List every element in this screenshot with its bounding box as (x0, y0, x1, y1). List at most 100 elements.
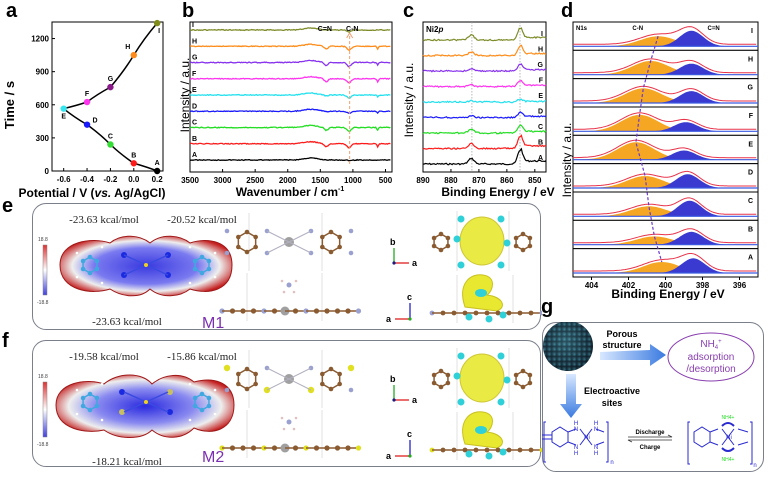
charge-density-cyan-side (499, 311, 507, 319)
chart-d-series-label: F (749, 113, 754, 120)
atom (199, 407, 205, 413)
chart-d-ceqn-peak (573, 258, 758, 273)
chart-b-series-label: A (192, 152, 197, 159)
atom (445, 243, 451, 249)
chart-a-point-F (83, 98, 91, 106)
chart-d-series-label: B (748, 226, 753, 233)
bond (266, 230, 312, 254)
atom (527, 372, 533, 378)
sulfur-atom (119, 409, 125, 415)
chart-d-fit-line (573, 197, 757, 215)
chart-b-annotation-cn: C-N (346, 26, 358, 33)
h-label: H (574, 451, 578, 457)
chart-a-point-E (60, 105, 67, 112)
atom (431, 380, 437, 386)
atom (236, 244, 241, 250)
chart-b-series-label: F (192, 71, 197, 78)
charge-density-cyan-side (485, 452, 493, 460)
chart-b-xtick-label: 2000 (279, 176, 297, 185)
chart-d-series-label: I (751, 28, 753, 35)
hydrogen-atom (188, 281, 192, 285)
atom (320, 371, 325, 377)
chart-c-series-C (422, 124, 547, 135)
chart-a: Time / s Potential / V (vs. Ag/AgCl) -0.… (2, 19, 166, 200)
atom (80, 395, 86, 401)
chart-a-point-I (153, 19, 161, 27)
side-atom (348, 228, 354, 234)
atom (236, 234, 241, 240)
chart-a-curve (62, 22, 158, 172)
charge-density-cyan (457, 398, 465, 406)
charge-density-cyan (497, 352, 505, 360)
nh4-label-top: NH4+ (722, 415, 735, 421)
chart-c-series-label: G (538, 62, 544, 69)
chart-b-series-E (189, 91, 391, 99)
chart-b-series-label: C (192, 120, 197, 127)
atom (80, 266, 86, 272)
atom (513, 372, 519, 378)
ammonium-h (280, 416, 284, 420)
chart-a-ylabel: Time / s (2, 81, 17, 129)
chart-c-series-label: B (538, 140, 543, 147)
hydrogen-atom (188, 245, 192, 249)
side-atom (348, 387, 354, 393)
chart-a-frame (51, 21, 164, 172)
chart-d-xtick-label: 402 (622, 281, 636, 290)
chart-a-point-label: H (125, 44, 130, 51)
atom (320, 244, 325, 250)
chart-d-series-label: G (748, 85, 754, 92)
chart-a-ytick-label: 1200 (31, 35, 49, 44)
discharge-arrow (628, 434, 673, 438)
chart-a-point-label: G (108, 76, 114, 83)
colorbar-e-max: 18.8 (38, 237, 48, 243)
chart-d-xtick-label: 400 (659, 281, 673, 290)
chart-b-series-A (189, 157, 391, 162)
chart-a-xlabel: Potential / V (vs. Ag/AgCl) (19, 186, 166, 200)
energy-label-f-2: -15.86 kcal/mol (167, 351, 237, 363)
axis-label-c: c (407, 429, 412, 439)
atom (250, 445, 257, 451)
chart-c-series-I (422, 27, 547, 42)
atom (328, 249, 334, 255)
charge-density-cyan-side (465, 450, 473, 458)
structure-charged (687, 421, 753, 465)
chart-b-series-label: B (192, 136, 197, 143)
atom (94, 258, 100, 264)
side-atom (223, 364, 231, 372)
colorbar-f-min: -18.8 (37, 442, 49, 448)
atom (445, 372, 451, 378)
atom (94, 266, 100, 272)
charge-density-cyan-side (475, 426, 487, 434)
atom (320, 381, 325, 387)
axis-label-b: b (390, 374, 396, 384)
chart-c-series-label: C (538, 124, 543, 131)
energy-label-f-1: -19.58 kcal/mol (69, 351, 139, 363)
chart-b-xtick-label: 3000 (214, 176, 232, 185)
chart-d-fit-line (573, 85, 757, 102)
atom (253, 244, 258, 250)
chart-b-series-label: D (192, 103, 197, 110)
colorbar-f-max: 18.8 (38, 374, 48, 380)
ammonium-h (294, 279, 298, 283)
molecule-m2 (75, 382, 217, 422)
ammonium-n (286, 419, 292, 425)
chart-b-xtick-label: 500 (379, 176, 393, 185)
atom (328, 386, 334, 392)
atom (438, 231, 444, 237)
chart-d-annotation-cn: C-N (632, 26, 643, 32)
charge-density-cyan (457, 352, 465, 360)
ammonium-h (282, 427, 286, 431)
panel-label-b: b (182, 0, 195, 22)
atom (337, 371, 342, 377)
charge-density-cyan-side (485, 315, 493, 323)
atom (261, 445, 267, 451)
atom (527, 380, 533, 386)
side-atom (224, 250, 230, 256)
atom (539, 310, 542, 316)
charge-arrow (627, 439, 672, 443)
chart-d-fit-line (573, 58, 757, 74)
ammonium-h (292, 427, 296, 431)
panel-label-a: a (6, 0, 18, 22)
panel-g-graphics: Porous structure NH4+ adsorption /desorp… (542, 322, 757, 469)
charge-density-cyan (497, 261, 505, 269)
